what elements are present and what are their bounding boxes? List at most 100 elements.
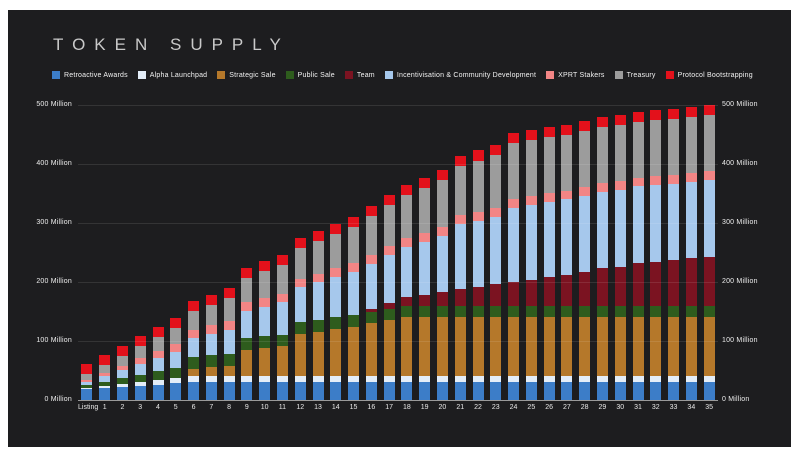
bar-segment (561, 134, 573, 191)
bar-segment (99, 386, 111, 389)
x-tick-label: 18 (402, 404, 411, 411)
bar-segment (650, 185, 662, 262)
bar-segment (365, 263, 377, 310)
bar-segment (401, 297, 413, 306)
bar-segment (650, 110, 662, 121)
y-tick-label-left: 300 Million (36, 219, 72, 226)
bar-segment (383, 195, 395, 206)
bar-segment (650, 305, 662, 318)
x-tick-label: 35 (705, 404, 713, 411)
legend-label: Incentivisation & Community Development (396, 71, 537, 79)
bar-segment (294, 247, 306, 279)
bar-segment (188, 357, 200, 370)
y-tick-label-right: 0 Million (722, 396, 750, 403)
legend-item[interactable]: Retroactive Awards (52, 71, 128, 79)
bar-segment (401, 305, 413, 318)
bar-segment (419, 232, 431, 242)
legend-item[interactable]: Protocol Bootstrapping (665, 71, 753, 79)
x-tick-label: 23 (491, 404, 500, 411)
legend: Retroactive Awards Alpha Launchpad Strateg… (52, 68, 781, 82)
bar-segment (685, 305, 697, 318)
bar-segment (596, 317, 608, 377)
bar-segment (330, 268, 342, 278)
legend-item[interactable]: Incentivisation & Community Development (384, 71, 537, 79)
legend-item[interactable]: Strategic Sale (217, 71, 275, 79)
bar-segment (543, 382, 555, 400)
bar-segment (348, 226, 360, 264)
bar-segment (525, 204, 537, 280)
x-tick-label: 20 (438, 404, 447, 411)
bar-segment (348, 272, 360, 316)
bar-segment (134, 358, 146, 364)
bar-segment (561, 317, 573, 377)
bar-segment (490, 144, 502, 155)
bar-segment (668, 317, 680, 377)
bar-segment (383, 320, 395, 377)
bar-segment (632, 121, 644, 178)
legend-swatch-icon (614, 71, 623, 79)
x-tick-label: 6 (191, 404, 196, 411)
bar-segment (579, 196, 591, 272)
bar-segment (330, 382, 342, 400)
bar-segment (508, 382, 520, 400)
bar-segment (632, 111, 644, 122)
bar-column (472, 105, 484, 400)
bar-segment (490, 208, 502, 218)
bar-segment (223, 298, 235, 321)
bar-column (116, 105, 128, 400)
x-tick-label: 33 (669, 404, 678, 411)
y-tick-label-left: 100 Million (36, 337, 72, 344)
bar-segment (365, 309, 377, 312)
bar-segment (454, 166, 466, 216)
bar-segment (508, 317, 520, 377)
bar-segment (419, 241, 431, 296)
bar-segment (614, 376, 626, 383)
bar-segment (383, 255, 395, 304)
bar-segment (454, 305, 466, 318)
bar-segment (152, 380, 164, 385)
bar-segment (81, 379, 93, 383)
bar-segment (276, 254, 288, 265)
bar-segment (294, 376, 306, 383)
bar-column (632, 105, 644, 400)
bar-segment (188, 301, 200, 312)
bar-segment (436, 317, 448, 377)
bar-segment (561, 190, 573, 200)
bar-segment (632, 376, 644, 383)
bar-segment (614, 181, 626, 190)
bar-segment (490, 284, 502, 306)
bar-segment (454, 376, 466, 383)
bar-segment (241, 311, 253, 339)
bar-segment (543, 376, 555, 383)
chart-card: TOKEN SUPPLY Retroactive Awards Alpha Lau… (8, 10, 791, 447)
bar-segment (348, 326, 360, 377)
bar-column (259, 105, 271, 400)
legend-item[interactable]: Team (344, 71, 375, 79)
bar-segment (365, 215, 377, 255)
x-tick-label: 3 (138, 404, 143, 411)
bar-segment (330, 329, 342, 377)
x-tick-label: 31 (634, 404, 642, 411)
bar-segment (241, 349, 253, 377)
y-tick-label-right: 100 Million (722, 337, 758, 344)
legend-item[interactable]: Public Sale (285, 71, 335, 79)
legend-item[interactable]: Alpha Launchpad (137, 71, 208, 79)
bar-segment (543, 317, 555, 377)
y-tick-label-left: 200 Million (36, 278, 72, 285)
bar-segment (436, 305, 448, 318)
bar-segment (312, 273, 324, 283)
bar-segment (614, 115, 626, 126)
bar-segment (525, 129, 537, 140)
x-tick-label: 19 (420, 404, 429, 411)
bar-segment (294, 333, 306, 377)
bar-segment (312, 240, 324, 274)
bar-column (561, 105, 573, 400)
bar-column (401, 105, 413, 400)
legend-item[interactable]: XPRT Stakers (546, 71, 605, 79)
bar-segment (205, 325, 217, 334)
x-tick-label: 9 (244, 404, 249, 411)
bar-segment (543, 127, 555, 138)
bar-segment (330, 233, 342, 269)
legend-item[interactable]: Treasury (614, 71, 656, 79)
bar-segment (703, 256, 715, 306)
